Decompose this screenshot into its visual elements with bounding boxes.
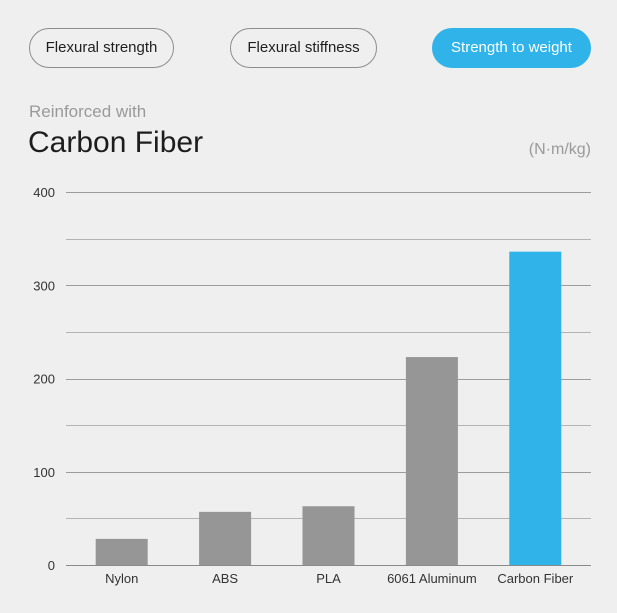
x-tick-label: 6061 Aluminum (387, 571, 477, 586)
bar-nylon (95, 538, 148, 565)
bar-carbon-fiber (509, 251, 562, 565)
bar-pla (302, 506, 355, 565)
y-tick-label: 0 (48, 558, 55, 573)
chart-title: Carbon Fiber (28, 126, 204, 159)
x-tick-label: PLA (316, 571, 341, 586)
x-tick-label: Nylon (105, 571, 138, 586)
x-tick-label: Carbon Fiber (497, 571, 574, 586)
tab-flexural-strength[interactable]: Flexural strength (29, 28, 174, 68)
tab-strength-to-weight[interactable]: Strength to weight (432, 28, 591, 68)
x-tick-label: ABS (212, 571, 238, 586)
y-tick-label: 100 (33, 465, 55, 480)
bar-6061-aluminum (405, 357, 458, 565)
y-tick-label: 400 (33, 185, 55, 200)
tab-flexural-stiffness[interactable]: Flexural stiffness (230, 28, 377, 68)
bar-abs (199, 511, 252, 565)
y-tick-label: 300 (33, 278, 55, 293)
y-tick-label: 200 (33, 372, 55, 387)
unit-label: (N·m/kg) (528, 141, 591, 158)
chart-subtitle: Reinforced with (29, 102, 147, 121)
